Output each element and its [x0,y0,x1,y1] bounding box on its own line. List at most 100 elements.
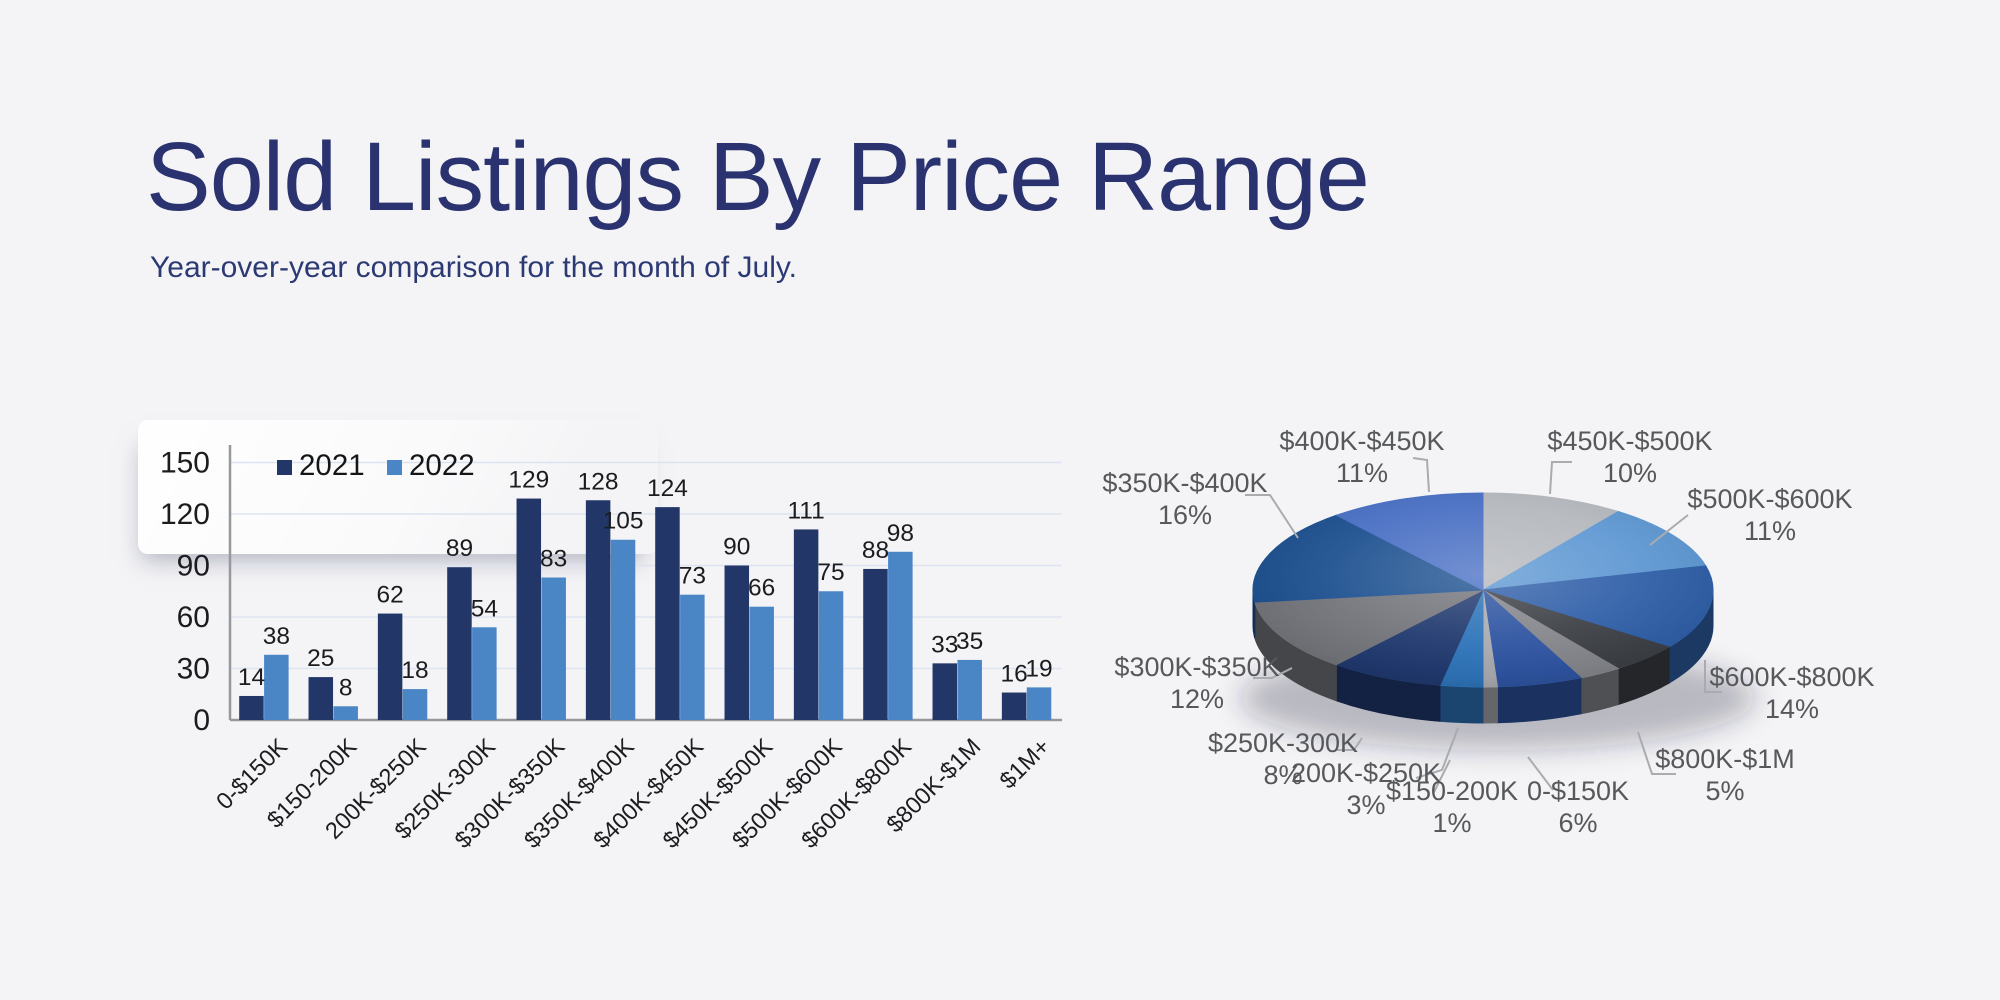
bar-2021-0 [239,695,264,720]
bar-value-label: 128 [578,468,619,495]
y-tick-label: 90 [177,549,210,582]
pie-label-pct-3: 5% [1705,776,1744,806]
pie-label-pct-2: 14% [1765,694,1819,724]
pie-label-8: $250K-300K [1208,728,1358,758]
pie-chart: $450K-$500K 10% $500K-$600K 11% $600K-$800K 1… [1100,330,2000,890]
legend-label-2021: 2021 [299,449,365,482]
pie-leader-10 [1245,494,1299,539]
pie-leader-8 [1337,737,1363,751]
bar-2022-9 [888,551,913,720]
bar-2022-0 [264,654,289,720]
bar-value-label: 18 [401,657,428,684]
pie-gloss-overlay [1253,493,1713,687]
chart-highlight-card [138,420,658,554]
pie-label-pct-9: 12% [1170,684,1224,714]
bar-series [239,498,1052,720]
bar-2021-5 [585,500,611,720]
pie-leader-1 [1649,514,1689,546]
page-subtitle: Year-over-year comparison for the month … [150,251,797,284]
pie-leader-lines [1245,457,1722,793]
bar-legend: 2021 2022 [277,449,475,482]
pie-label-2: $600K-$800K [1709,662,1874,692]
bar-value-label: 19 [1025,655,1052,682]
legend-swatch-2022 [387,460,402,475]
bar-axes [228,445,1062,722]
bar-2022-1 [333,706,358,720]
bar-value-label: 105 [603,508,644,535]
bar-value-label: 88 [862,537,889,564]
y-tick-label: 60 [177,601,210,634]
bar-value-label: 25 [307,645,334,672]
bar-value-label: 89 [446,535,473,562]
bar-y-tick-labels: 0 30 60 90 120 150 [160,446,210,737]
bar-2022-5 [610,539,636,720]
bar-2022-6 [680,594,705,720]
pie-label-pct-7: 3% [1346,790,1385,820]
bar-value-label: 124 [647,475,688,502]
pie-label-3: $800K-$1M [1655,744,1795,774]
pie-label-pct-0: 10% [1603,458,1657,488]
bar-2022-8 [818,591,844,720]
pie-label-pct-10: 16% [1158,500,1212,530]
bar-value-label: 33 [931,631,958,658]
bar-category-labels: 0-$150K$150-200K200K-$250K$250K-300K$300… [211,733,1055,853]
y-tick-label: 30 [177,652,210,685]
x-category-label: $1M+ [994,733,1054,793]
pie-label-pct-8: 8% [1263,760,1302,790]
pie-label-0: $450K-$500K [1547,426,1712,456]
y-tick-label: 120 [160,498,210,531]
pie-label-1: $500K-$600K [1687,484,1852,514]
bar-value-label: 8 [339,674,353,701]
bar-value-label: 35 [956,628,983,655]
bar-2021-7 [724,565,750,720]
bar-gridlines [230,461,1062,670]
pie-leader-9 [1253,667,1293,679]
pie-label-11: $400K-$450K [1279,426,1444,456]
bar-2022-7 [749,606,774,720]
bar-2021-4 [516,498,542,720]
pie-label-9: $300K-$350K [1114,652,1279,682]
bar-2022-4 [541,577,566,720]
page-title: Sold Listings By Price Range [146,122,1370,231]
bar-2021-1 [308,677,334,720]
pie-leader-7 [1415,727,1459,779]
pie-rim-7 [1439,684,1484,724]
bar-2021-2 [377,613,403,720]
pie-label-10: $350K-$400K [1102,468,1267,498]
pie-leader-2 [1704,660,1722,693]
bar-2021-6 [655,507,680,720]
pie-label-pct-6: 1% [1432,808,1471,838]
bar-2021-9 [863,568,888,720]
pie-labels: $450K-$500K10%$500K-$600K11%$600K-$800K1… [1102,426,1874,838]
pie-label-7: 200K-$250K [1291,758,1441,788]
pie-label-pct-1: 11% [1744,516,1796,546]
bar-2022-3 [472,627,497,720]
bar-value-label: 90 [723,533,750,560]
pie-leader-3 [1637,731,1676,775]
bar-value-label: 38 [263,623,290,650]
pie-label-6: $150-200K [1386,776,1518,806]
bar-2021-3 [447,567,472,720]
bar-value-label: 54 [471,595,498,622]
pie-rim-6 [1482,686,1498,724]
pie-label-pct-11: 11% [1336,458,1388,488]
bar-value-label: 62 [376,582,403,609]
bar-2021-11 [1001,692,1027,720]
y-tick-label: 0 [193,704,210,737]
bar-value-label: 129 [508,467,549,494]
y-tick-label: 150 [160,446,210,479]
bar-2021-8 [793,529,819,720]
bar-value-label: 83 [540,546,567,573]
bar-chart: 0 30 60 90 120 150 14 38 25 8 62 18 89 54 129 83 128 105 1… [100,330,1080,890]
header: Sold Listings By Price Range Year-over-y… [146,122,1370,285]
bar-2022-2 [402,689,428,720]
bar-value-label: 98 [887,520,914,547]
pie-label-5: 0-$150K [1527,776,1629,806]
bar-value-label: 111 [787,497,824,524]
bar-value-label: 75 [817,559,844,586]
pie-label-pct-5: 6% [1558,808,1597,838]
legend-swatch-2021 [277,460,292,475]
pie-leader-5 [1527,756,1554,791]
legend-label-2022: 2022 [409,449,475,482]
bar-value-label: 66 [748,575,775,602]
